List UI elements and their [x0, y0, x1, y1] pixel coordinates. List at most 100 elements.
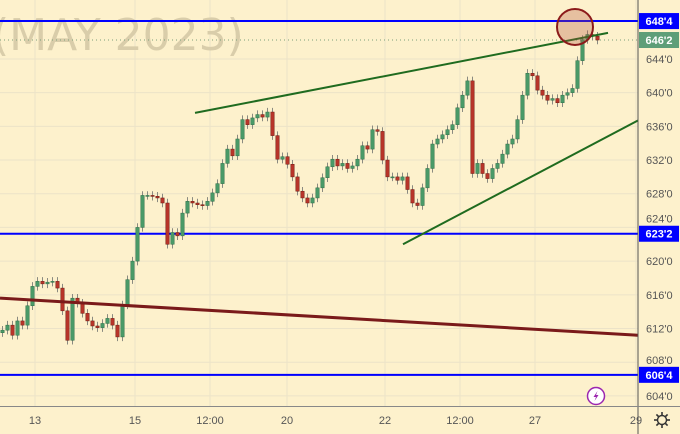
- candle: [445, 129, 450, 136]
- time-tick-label: 12:00: [196, 415, 224, 427]
- candle: [85, 313, 90, 322]
- candles: [0, 30, 600, 345]
- highlight-circle[interactable]: [556, 7, 594, 46]
- candle: [60, 287, 65, 312]
- candle: [130, 260, 135, 280]
- candle: [30, 286, 35, 307]
- candle: [80, 302, 85, 314]
- candle: [10, 324, 15, 336]
- candle: [330, 158, 335, 168]
- candle: [380, 131, 385, 161]
- candle: [70, 297, 75, 341]
- time-tick-label: 15: [129, 415, 141, 427]
- candle: [475, 163, 480, 174]
- horizontal-levels: [0, 20, 638, 376]
- candle: [175, 232, 180, 237]
- candle: [225, 148, 230, 164]
- candle: [255, 114, 260, 119]
- candle: [190, 201, 195, 204]
- candle: [395, 176, 400, 181]
- price-tick-label: 620'0: [646, 256, 673, 268]
- candle: [315, 187, 320, 199]
- level-badge: [639, 366, 679, 383]
- candle: [170, 232, 175, 245]
- lightning-icon[interactable]: [586, 386, 606, 406]
- candle: [95, 325, 100, 328]
- candle: [500, 153, 505, 164]
- candle: [275, 135, 280, 160]
- candle: [250, 117, 255, 125]
- candle: [50, 281, 55, 283]
- time-tick-label: 27: [529, 415, 541, 427]
- price-tick-label: 616'0: [646, 290, 673, 302]
- candle: [150, 195, 155, 197]
- candle: [360, 145, 365, 160]
- candle: [525, 73, 530, 96]
- gear-icon[interactable]: [654, 412, 670, 428]
- candle: [115, 324, 120, 338]
- candle: [25, 305, 30, 326]
- candle: [455, 107, 460, 125]
- candle: [230, 148, 235, 157]
- highlight-circle-shape: [556, 7, 594, 46]
- candle: [595, 35, 600, 41]
- candle: [535, 75, 540, 91]
- candle: [20, 320, 25, 326]
- candle: [430, 143, 435, 169]
- candle: [335, 158, 340, 167]
- candle: [355, 158, 360, 167]
- candle: [485, 173, 490, 179]
- trendline-lower-support: [402, 119, 639, 246]
- level-badge: [639, 13, 679, 30]
- price-tick-label: 632'0: [646, 155, 673, 167]
- candle: [540, 89, 545, 96]
- trendlines[interactable]: [0, 31, 639, 337]
- time-tick-label: 22: [379, 415, 391, 427]
- candle: [270, 111, 275, 136]
- time-ticks: 13 15 12:00 20 22 12:00 27 29: [29, 415, 642, 427]
- candle: [0, 329, 5, 333]
- candle: [575, 60, 580, 89]
- candle: [105, 318, 110, 324]
- candle: [135, 227, 140, 262]
- candle: [460, 94, 465, 109]
- time-axis[interactable]: [0, 406, 680, 434]
- level-label: 623'2: [645, 229, 672, 241]
- candle: [495, 163, 500, 169]
- candle: [545, 94, 550, 101]
- candle: [350, 165, 355, 169]
- candle: [570, 88, 575, 93]
- candle: [510, 138, 515, 145]
- level-label: 648'4: [645, 16, 673, 28]
- candle: [425, 168, 430, 189]
- candle: [405, 176, 410, 190]
- candle: [320, 177, 325, 189]
- level-badge: [639, 225, 679, 242]
- last-price-badge: [639, 32, 679, 49]
- candle: [345, 163, 350, 169]
- trendline-upper-resistance: [194, 31, 609, 114]
- time-tick-label: 29: [630, 415, 642, 427]
- candle: [465, 80, 470, 96]
- candle: [155, 196, 160, 199]
- candle: [5, 324, 10, 331]
- candle: [365, 145, 370, 150]
- candle: [205, 201, 210, 206]
- time-tick-label: 20: [281, 415, 293, 427]
- candle: [310, 197, 315, 204]
- candle: [450, 124, 455, 130]
- price-badges: 648'4 623'2 606'4 646'2: [639, 13, 679, 383]
- candle: [480, 163, 485, 174]
- candle: [120, 304, 125, 338]
- candle: [40, 281, 45, 285]
- candle: [295, 176, 300, 192]
- candle: [195, 202, 200, 205]
- price-tick-label: 644'0: [646, 54, 673, 66]
- last-price-label: 646'2: [645, 35, 672, 47]
- price-tick-label: 604'0: [646, 391, 673, 403]
- candle: [530, 73, 535, 77]
- price-axis[interactable]: [638, 0, 680, 434]
- time-tick-label: 12:00: [446, 415, 474, 427]
- candle: [550, 98, 555, 101]
